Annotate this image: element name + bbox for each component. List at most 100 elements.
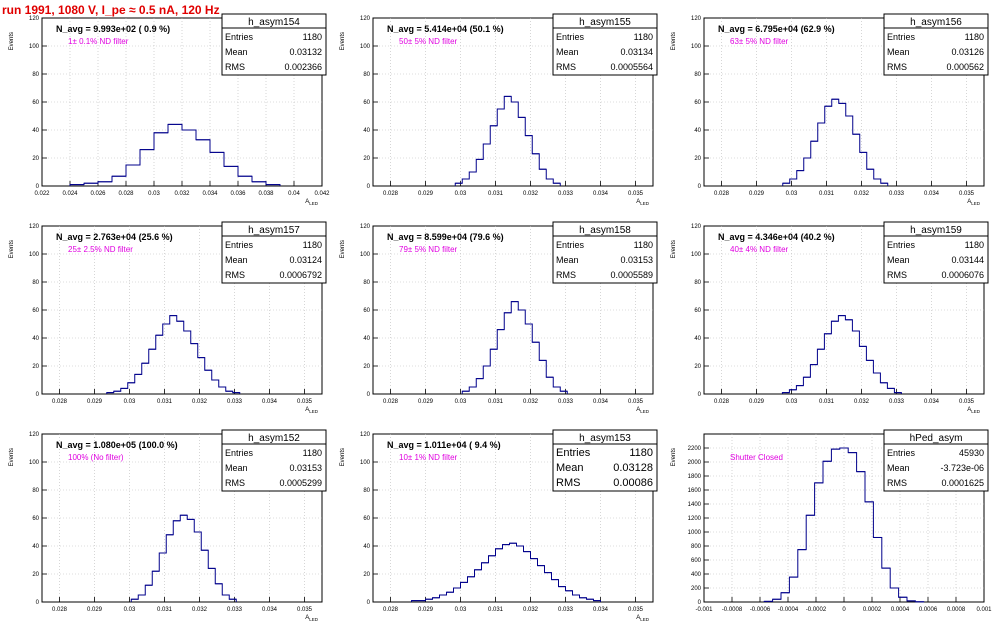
stats-value: 0.002366 <box>284 62 322 72</box>
filter-label: 50± 5% ND filter <box>399 37 458 46</box>
x-tick-label: 0.031 <box>488 607 504 613</box>
stats-value: 0.0006076 <box>941 270 984 280</box>
stats-value: 1180 <box>303 448 322 458</box>
x-tick-label: 0.0006 <box>919 607 938 613</box>
y-axis-label: Events <box>671 240 677 258</box>
x-tick-label: -0.0002 <box>806 607 827 613</box>
stats-title: h_asym152 <box>248 433 300 444</box>
x-axis-label: ALED <box>967 407 981 414</box>
x-tick-label: 0.031 <box>157 607 173 613</box>
y-tick-label: 120 <box>360 224 371 230</box>
x-tick-label: 0.029 <box>418 191 434 197</box>
y-tick-label: 40 <box>32 544 39 550</box>
stats-key: RMS <box>887 270 907 280</box>
filter-label: Shutter Closed <box>730 453 783 462</box>
y-axis-label: Events <box>340 240 346 258</box>
x-tick-label: 0.034 <box>924 191 940 197</box>
stats-key: Entries <box>225 32 254 42</box>
stats-value: 0.000562 <box>946 62 984 72</box>
stats-title: h_asym157 <box>248 225 300 236</box>
y-tick-label: 0 <box>367 184 371 190</box>
stats-value: 1180 <box>634 240 653 250</box>
x-tick-label: 0.032 <box>192 607 208 613</box>
y-tick-label: 40 <box>363 544 370 550</box>
x-tick-label: 0.029 <box>87 399 103 405</box>
y-tick-label: 1000 <box>688 530 702 536</box>
stats-key: RMS <box>556 270 576 280</box>
stats-value: -3.723e-06 <box>940 463 984 473</box>
x-tick-label: 0.03 <box>455 191 467 197</box>
y-tick-label: 1800 <box>688 474 702 480</box>
y-tick-label: 100 <box>29 460 40 466</box>
x-tick-label: 0.032 <box>174 191 190 197</box>
stats-box <box>883 429 989 492</box>
x-tick-label: 0.034 <box>262 399 278 405</box>
stats-value: 0.0005299 <box>279 478 322 488</box>
x-tick-label: 0 <box>842 607 846 613</box>
x-axis-label: ALED <box>305 407 319 414</box>
y-tick-label: 1200 <box>688 516 702 522</box>
stats-key: RMS <box>225 62 245 72</box>
y-axis-label: Events <box>340 32 346 50</box>
stats-key: Entries <box>556 32 585 42</box>
y-tick-label: 1600 <box>688 488 702 494</box>
x-tick-label: 0.033 <box>558 191 574 197</box>
y-tick-label: 120 <box>691 16 702 22</box>
stats-title: h_asym159 <box>910 225 962 236</box>
stats-value: 0.0005589 <box>610 270 653 280</box>
stats-title: h_asym158 <box>579 225 631 236</box>
y-tick-label: 80 <box>363 280 370 286</box>
x-tick-label: 0.03 <box>455 607 467 613</box>
x-tick-label: 0.033 <box>227 607 243 613</box>
y-tick-label: 20 <box>32 364 39 370</box>
stats-value: 1180 <box>965 32 984 42</box>
stats-key: Mean <box>225 463 248 473</box>
y-axis-label: Events <box>9 448 15 466</box>
y-tick-label: 100 <box>360 44 371 50</box>
stats-title: h_asym155 <box>579 17 631 28</box>
y-tick-label: 120 <box>360 16 371 22</box>
y-tick-label: 60 <box>32 516 39 522</box>
x-tick-label: 0.03 <box>124 607 136 613</box>
x-tick-label: 0.029 <box>418 399 434 405</box>
x-tick-label: 0.034 <box>202 191 218 197</box>
y-tick-label: 80 <box>694 280 701 286</box>
y-tick-label: 20 <box>32 156 39 162</box>
x-tick-label: 0.035 <box>297 399 313 405</box>
stats-key: RMS <box>556 62 576 72</box>
x-tick-label: -0.001 <box>695 607 713 613</box>
stats-key: RMS <box>225 270 245 280</box>
x-tick-label: 0.031 <box>819 399 835 405</box>
x-tick-label: 0.032 <box>523 191 539 197</box>
stats-value: 0.0001625 <box>941 478 984 488</box>
filter-label: 10± 1% ND filter <box>399 453 458 462</box>
stats-value: 0.03126 <box>951 47 984 57</box>
x-tick-label: 0.028 <box>52 399 68 405</box>
stats-key: RMS <box>887 62 907 72</box>
x-tick-label: 0.033 <box>558 399 574 405</box>
x-tick-label: 0.031 <box>488 191 504 197</box>
stats-key: Entries <box>556 240 585 250</box>
x-tick-label: 0.03 <box>455 399 467 405</box>
y-tick-label: 60 <box>32 308 39 314</box>
y-tick-label: 120 <box>29 16 40 22</box>
stats-value: 45930 <box>959 448 984 458</box>
stats-box <box>883 13 989 76</box>
x-tick-label: 0.034 <box>593 607 609 613</box>
stats-value: 1180 <box>303 32 322 42</box>
stats-box <box>883 221 989 284</box>
navg-label: N_avg = 1.080e+05 (100.0 %) <box>56 440 178 450</box>
stats-title: hPed_asym <box>910 433 963 444</box>
x-tick-label: 0.031 <box>488 399 504 405</box>
stats-value: 0.03128 <box>613 462 653 474</box>
x-tick-label: 0.034 <box>924 399 940 405</box>
x-tick-label: 0.03 <box>786 399 798 405</box>
y-tick-label: 100 <box>29 252 40 258</box>
x-tick-label: 0.03 <box>786 191 798 197</box>
stats-value: 0.0006792 <box>279 270 322 280</box>
y-tick-label: 80 <box>363 72 370 78</box>
stats-key: Mean <box>225 47 248 57</box>
filter-label: 100% (No filter) <box>68 453 124 462</box>
y-tick-label: 100 <box>29 44 40 50</box>
y-tick-label: 100 <box>691 252 702 258</box>
